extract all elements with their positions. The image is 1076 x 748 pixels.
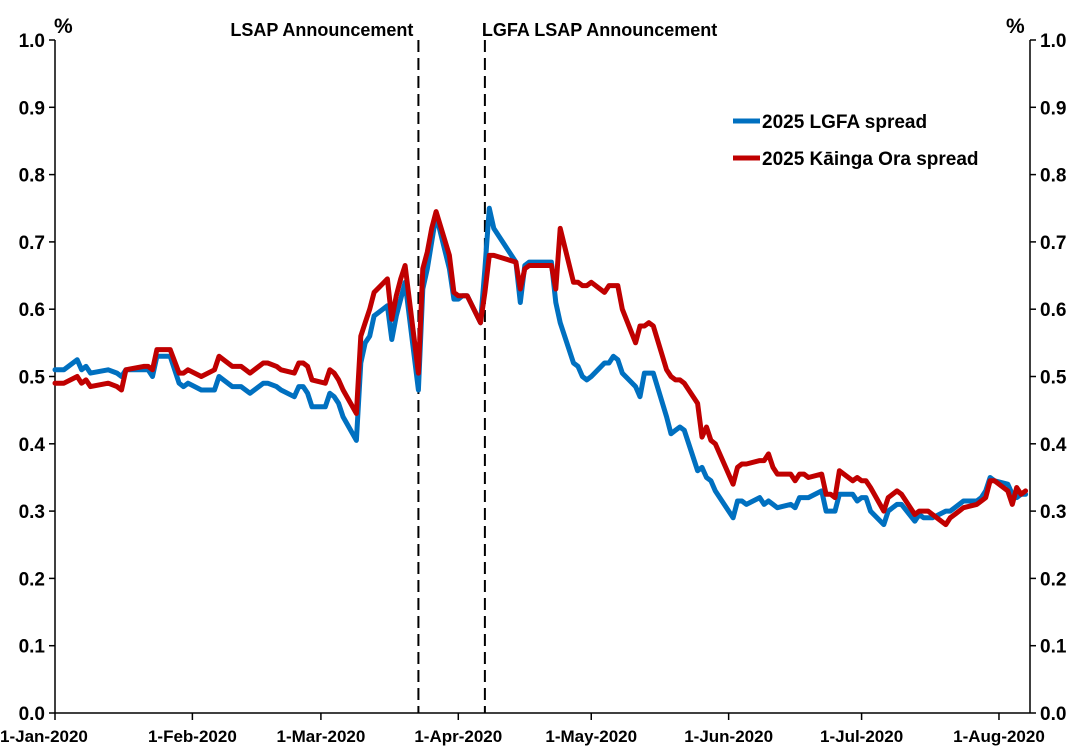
- y-tick-label-left: 0.2: [19, 569, 45, 590]
- y-tick-label-left: 0.1: [19, 637, 46, 658]
- x-tick-label: 1-Mar-2020: [276, 727, 365, 746]
- y-unit-left: %: [54, 15, 73, 38]
- legend-label: 2025 Kāinga Ora spread: [762, 149, 979, 170]
- y-tick-label-right: 0.3: [1040, 502, 1066, 523]
- announcement-label: LSAP Announcement: [230, 20, 413, 40]
- series-line: [52, 209, 1029, 528]
- y-tick-label-right: 0.4: [1040, 435, 1067, 456]
- y-tick-label-left: 0.9: [19, 98, 45, 119]
- y-tick-label-left: 1.0: [19, 31, 45, 52]
- y-tick-label-right: 0.8: [1040, 166, 1066, 187]
- y-tick-label-right: 0.2: [1040, 569, 1066, 590]
- x-tick-label: 1-Feb-2020: [148, 727, 237, 746]
- legend: 2025 LGFA spread 2025 Kāinga Ora spread: [733, 112, 979, 170]
- annotations: LSAP Announcement LGFA LSAP Announcement: [230, 20, 717, 713]
- y-unit-right: %: [1006, 15, 1025, 38]
- announcement-label: LGFA LSAP Announcement: [482, 20, 717, 40]
- y-tick-label-left: 0.4: [19, 435, 46, 456]
- y-tick-label-left: 0.6: [19, 300, 45, 321]
- y-tick-label-right: 0.9: [1040, 98, 1066, 119]
- y-tick-label-left: 0.8: [19, 166, 45, 187]
- x-tick-label: 1-May-2020: [545, 727, 637, 746]
- series-lines: [52, 205, 1029, 528]
- y-tick-label-right: 0.6: [1040, 300, 1066, 321]
- x-tick-label: 1-Jun-2020: [684, 727, 773, 746]
- y-tick-label-right: 0.0: [1040, 704, 1066, 725]
- x-tick-label: 1-Apr-2020: [414, 727, 502, 746]
- y-tick-label-right: 0.5: [1040, 368, 1067, 389]
- y-tick-label-left: 0.5: [19, 368, 46, 389]
- y-tick-label-left: 0.3: [19, 502, 45, 523]
- y-tick-label-left: 0.0: [19, 704, 45, 725]
- x-tick-label: 1-Aug-2020: [953, 727, 1045, 746]
- x-tick-label: 1-Jul-2020: [820, 727, 903, 746]
- series-line: [52, 205, 1029, 528]
- axes: 0.0 0.0 0.1 0.1 0.2 0.2 0.3 0.3 0.4 0.4 0.5 0.5 0.6 0…: [0, 15, 1067, 746]
- y-tick-label-left: 0.7: [19, 233, 45, 254]
- y-tick-label-right: 0.1: [1040, 637, 1067, 658]
- legend-label: 2025 LGFA spread: [762, 112, 927, 133]
- y-tick-label-right: 0.7: [1040, 233, 1066, 254]
- x-tick-label: 1-Jan-2020: [0, 727, 88, 746]
- y-tick-label-right: 1.0: [1040, 31, 1066, 52]
